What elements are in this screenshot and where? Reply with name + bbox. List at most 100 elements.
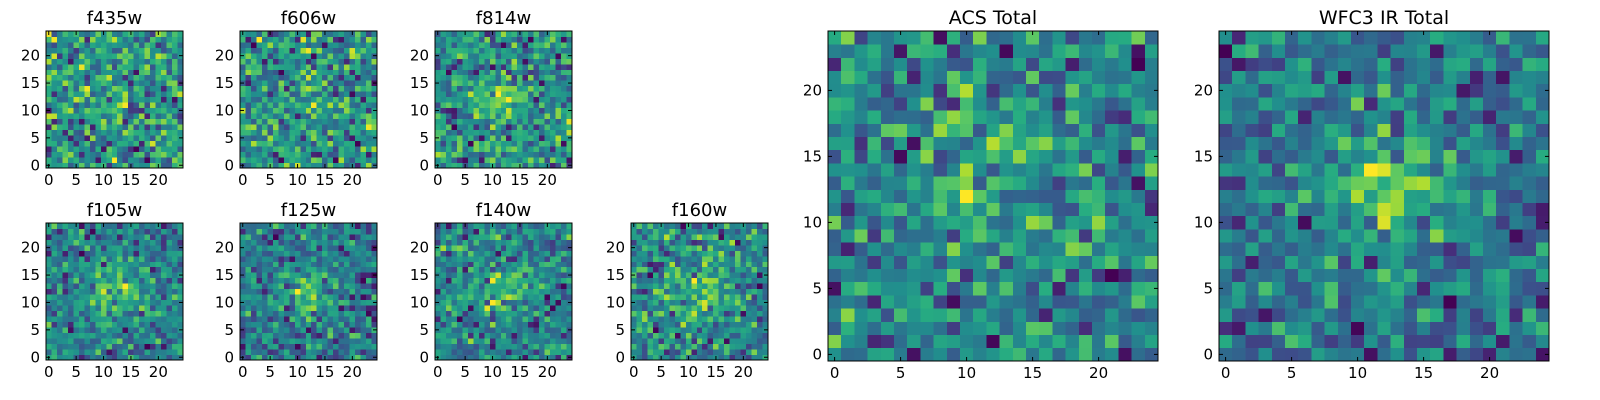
heatmap-cell <box>166 146 173 152</box>
heatmap-cell <box>631 233 637 240</box>
heatmap-cell <box>150 321 156 328</box>
heatmap-cell <box>322 266 329 273</box>
heatmap-cell <box>139 63 146 70</box>
heatmap-cell <box>177 343 184 350</box>
heatmap-cell <box>669 233 676 240</box>
heatmap-cell <box>139 91 146 98</box>
heatmap-cell <box>245 113 252 120</box>
heatmap-cell <box>256 41 263 48</box>
heatmap-cell <box>300 321 307 328</box>
heatmap-cell <box>735 288 741 295</box>
heatmap-cell <box>106 239 113 246</box>
heatmap-cell <box>139 233 146 240</box>
heatmap-cell <box>166 85 173 92</box>
heatmap-cell <box>333 162 340 169</box>
heatmap-cell <box>484 223 491 229</box>
heatmap-cell <box>172 343 178 350</box>
heatmap-cell <box>539 91 545 98</box>
heatmap-cell <box>550 113 556 120</box>
heatmap-cell <box>150 31 156 37</box>
heatmap-cell <box>155 69 162 76</box>
heatmap-cell <box>440 261 447 268</box>
heatmap-cell <box>528 349 535 355</box>
heatmap-cell <box>544 266 551 273</box>
heatmap-cell <box>333 69 340 76</box>
heatmap-cell <box>828 321 842 335</box>
heatmap-cell <box>122 157 129 163</box>
heatmap-cell <box>56 288 63 295</box>
heatmap-cell <box>920 242 934 256</box>
heatmap-cell <box>669 288 676 295</box>
heatmap-cell <box>360 102 367 109</box>
heatmap-cell <box>746 332 752 339</box>
heatmap-cell <box>707 305 714 312</box>
heatmap-cell <box>117 63 124 70</box>
heatmap-cell <box>1039 202 1053 217</box>
heatmap-cell <box>95 41 102 48</box>
heatmap-cell <box>740 228 747 235</box>
heatmap-cell <box>371 332 378 339</box>
heatmap-cell <box>435 321 441 328</box>
heatmap-cell <box>445 140 452 147</box>
x-tick-label: 15 <box>510 171 529 189</box>
heatmap-cell <box>305 41 312 48</box>
heatmap-cell <box>305 332 312 339</box>
heatmap-cell <box>1078 176 1093 190</box>
heatmap-cell <box>506 343 513 350</box>
heatmap-cell <box>647 321 654 328</box>
heatmap-cell <box>511 266 518 273</box>
heatmap-cell <box>828 163 842 177</box>
heatmap-cell <box>67 321 74 328</box>
heatmap-cell <box>462 41 469 48</box>
heatmap-cell <box>522 41 529 48</box>
heatmap-cell <box>631 277 637 284</box>
heatmap-cell <box>751 321 758 328</box>
heatmap-cell <box>166 316 173 323</box>
heatmap-cell <box>250 140 257 147</box>
heatmap-cell <box>289 299 296 306</box>
heatmap-cell <box>658 272 665 279</box>
heatmap-cell <box>172 327 178 333</box>
heatmap-cell <box>757 261 763 268</box>
heatmap-cell <box>256 135 263 141</box>
heatmap-cell <box>907 163 921 177</box>
heatmap-cell <box>757 354 763 361</box>
heatmap-cell <box>451 283 458 290</box>
heatmap-cell <box>960 242 974 256</box>
heatmap-cell <box>283 261 290 268</box>
heatmap-cell <box>506 80 513 87</box>
heatmap-cell <box>300 310 307 317</box>
heatmap-cell <box>652 255 659 262</box>
heatmap-cell <box>322 58 329 65</box>
heatmap-cell <box>986 321 1000 335</box>
heatmap-cell <box>440 305 447 312</box>
heatmap-cell <box>566 157 573 163</box>
heatmap-cell <box>841 215 855 230</box>
heatmap-cell <box>67 113 74 120</box>
heatmap-cell <box>473 288 480 295</box>
heatmap-cell <box>278 272 285 279</box>
heatmap-cell <box>122 58 129 65</box>
heatmap-cell <box>566 96 573 103</box>
heatmap-cell <box>177 349 184 355</box>
heatmap-cell <box>566 85 573 92</box>
heatmap-cell <box>511 305 518 312</box>
heatmap-cell <box>550 63 556 70</box>
heatmap-cell <box>133 343 140 350</box>
heatmap-cell <box>139 349 146 355</box>
heatmap-cell <box>144 124 151 131</box>
heatmap-cell <box>245 80 252 87</box>
heatmap-cell <box>555 162 562 169</box>
heatmap-cell <box>144 162 151 169</box>
heatmap-cell <box>762 338 769 344</box>
heatmap-cell <box>506 63 513 70</box>
heatmap-cell <box>478 102 485 109</box>
heatmap-cell <box>261 157 268 163</box>
heatmap-cell <box>84 113 91 120</box>
heatmap-cell <box>685 272 692 279</box>
heatmap-cell <box>685 266 692 273</box>
heatmap-cell <box>106 244 113 251</box>
heatmap-cell <box>1012 321 1027 335</box>
heatmap-cell <box>355 129 361 136</box>
